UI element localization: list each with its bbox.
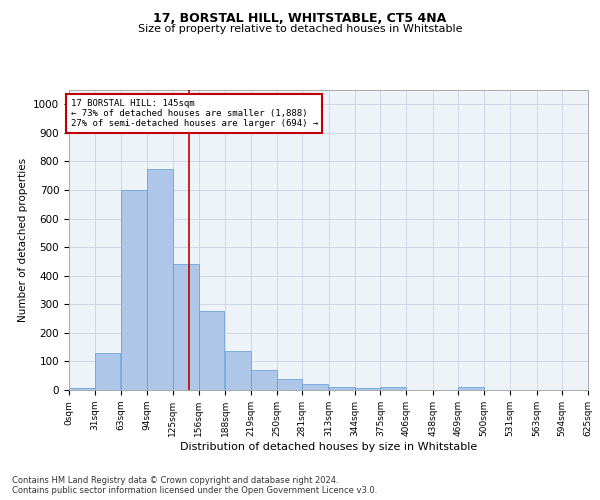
Text: Size of property relative to detached houses in Whitstable: Size of property relative to detached ho… <box>138 24 462 34</box>
Bar <box>173 264 199 390</box>
Bar <box>225 352 251 390</box>
Bar <box>199 312 224 390</box>
Text: Contains public sector information licensed under the Open Government Licence v3: Contains public sector information licen… <box>12 486 377 495</box>
Bar <box>302 384 328 390</box>
Text: 17 BORSTAL HILL: 145sqm
← 73% of detached houses are smaller (1,888)
27% of semi: 17 BORSTAL HILL: 145sqm ← 73% of detache… <box>71 98 318 128</box>
Bar <box>458 386 484 390</box>
Bar <box>251 370 277 390</box>
Bar <box>355 388 380 390</box>
Y-axis label: Number of detached properties: Number of detached properties <box>17 158 28 322</box>
Text: Distribution of detached houses by size in Whitstable: Distribution of detached houses by size … <box>180 442 478 452</box>
Bar <box>380 387 406 390</box>
Bar <box>277 379 302 390</box>
Bar <box>95 354 121 390</box>
Bar <box>69 388 95 390</box>
Text: Contains HM Land Registry data © Crown copyright and database right 2024.: Contains HM Land Registry data © Crown c… <box>12 476 338 485</box>
Bar <box>121 190 147 390</box>
Bar <box>329 386 355 390</box>
Text: 17, BORSTAL HILL, WHITSTABLE, CT5 4NA: 17, BORSTAL HILL, WHITSTABLE, CT5 4NA <box>154 12 446 26</box>
Bar <box>147 168 173 390</box>
